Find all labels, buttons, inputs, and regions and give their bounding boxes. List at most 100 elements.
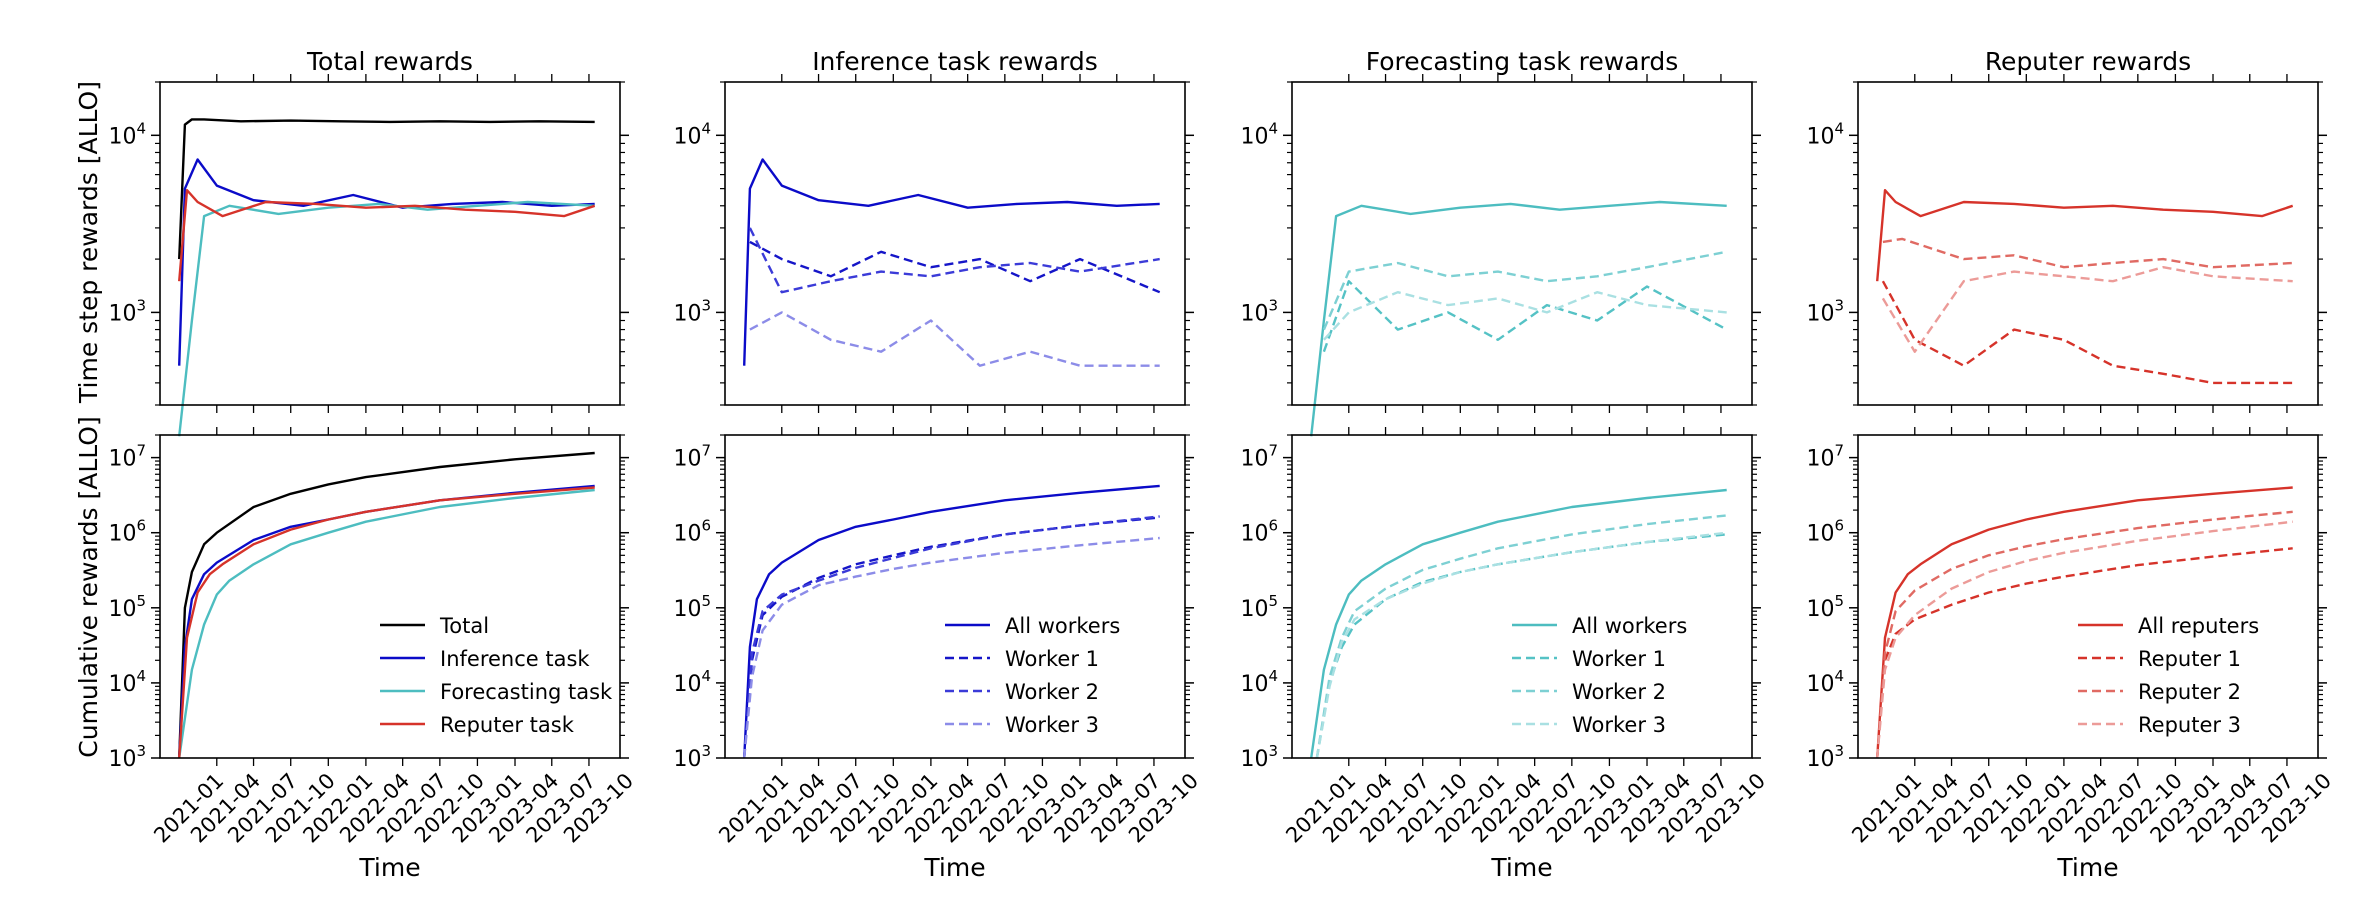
series-line-0 [743,158,1160,366]
series-line-3 [1881,266,2293,353]
panel-title: Inference task rewards [812,47,1098,76]
series-line-3 [743,536,1160,759]
series-line-1 [1876,547,2293,759]
figure-ylabel-bottom: Cumulative rewards [ALLO] [74,416,103,757]
y-tick-label: 105 [1806,592,1844,622]
y-tick-label: 104 [1806,667,1844,697]
legend-label: Worker 2 [1005,680,1099,704]
y-tick-label: 104 [1806,119,1844,149]
legend-label: Forecasting task [440,680,613,704]
y-tick-label: 103 [1240,296,1278,326]
series-line-3 [1323,291,1727,341]
axes-frame [1857,81,2319,406]
series-line-2 [1882,237,2293,269]
series-line-0 [743,484,1160,759]
axes-frame [724,81,1186,406]
series-line-2 [178,200,595,437]
axes-frame [1291,81,1753,406]
y-tick-label: 106 [108,517,146,547]
legend-label: Worker 1 [1572,647,1666,671]
y-tick-label: 104 [673,667,711,697]
series-line-1 [749,240,1161,294]
y-tick-label: 103 [673,296,711,326]
y-tick-label: 105 [108,592,146,622]
legend-label: Worker 1 [1005,647,1099,671]
series-line-2 [743,515,1160,759]
series-line-0 [178,451,595,759]
y-tick-label: 104 [108,119,146,149]
panel-title: Reputer rewards [1985,47,2191,76]
y-tick-label: 103 [1240,742,1278,772]
panel-5: 1031041051061072021-012021-042021-072021… [673,427,1203,882]
series-line-3 [1876,520,2293,759]
y-tick-label: 103 [108,296,146,326]
y-tick-label: 103 [1806,742,1844,772]
panel-3: 103 104 Reputer rewards [1806,47,2327,413]
axes-frame [1857,434,2319,759]
axes-frame [1291,434,1753,759]
series-line-3 [749,311,1160,367]
series-line-1 [1322,280,1728,353]
panel-2: 103 104 Forecasting task rewards [1240,47,1761,437]
legend-label: Worker 3 [1572,713,1666,737]
series-line-3 [178,486,595,759]
series-line-0 [1310,200,1727,437]
legend-label: Reputer 3 [2138,713,2241,737]
panel-4: 1031041051061072021-012021-042021-072021… [108,427,638,882]
panel-7: 1031041051061072021-012021-042021-072021… [1806,427,2336,882]
y-tick-label: 103 [673,742,711,772]
legend-label: Reputer 1 [2138,647,2241,671]
y-tick-label: 103 [108,742,146,772]
x-axis-label: Time [2056,853,2118,882]
y-tick-label: 107 [673,442,711,472]
panel-1: 103 104 Inference task rewards [673,47,1194,413]
y-tick-label: 104 [1240,119,1278,149]
series-line-0 [1876,486,2293,759]
y-tick-label: 103 [1806,296,1844,326]
series-line-2 [1315,514,1727,759]
series-line-2 [1876,510,2293,759]
y-tick-label: 107 [1806,442,1844,472]
y-tick-label: 105 [673,592,711,622]
legend-label: Reputer task [440,713,575,737]
legend-label: Reputer 2 [2138,680,2241,704]
x-axis-label: Time [358,853,420,882]
legend-label: Worker 3 [1005,713,1099,737]
series-line-2 [748,227,1160,294]
y-tick-label: 104 [673,119,711,149]
y-tick-label: 106 [1806,517,1844,547]
series-line-1 [743,516,1160,759]
series-line-1 [1881,280,2293,385]
figure-ylabel-top: Time step rewards [ALLO] [74,81,103,404]
panels-group: 103 104 Total rewards 103 104 Inference task … [108,47,2336,882]
legend-label: Worker 2 [1572,680,1666,704]
y-tick-label: 106 [673,517,711,547]
axes-frame [159,434,621,759]
series-line-2 [1322,250,1727,331]
y-tick-label: 106 [1240,517,1278,547]
legend-label: Total [439,614,489,638]
panel-0: 103 104 Total rewards [108,47,629,437]
y-tick-label: 105 [1240,592,1278,622]
y-tick-label: 107 [108,442,146,472]
legend-label: All reputers [2138,614,2259,638]
series-line-0 [1310,488,1727,759]
y-tick-label: 107 [1240,442,1278,472]
axes-frame [724,434,1186,759]
series-line-0 [1876,188,2294,282]
y-tick-label: 104 [1240,667,1278,697]
y-tick-label: 104 [108,667,146,697]
legend-label: All workers [1572,614,1687,638]
panel-6: 1031041051061072021-012021-042021-072021… [1240,427,1770,882]
panel-title: Total rewards [306,47,473,76]
axes-frame [159,81,621,406]
series-line-0 [178,118,595,260]
x-axis-label: Time [1490,853,1552,882]
legend-label: Inference task [440,647,590,671]
x-axis-label: Time [923,853,985,882]
panel-title: Forecasting task rewards [1366,47,1679,76]
legend-label: All workers [1005,614,1120,638]
series-line-1 [178,158,595,366]
series-line-2 [178,488,595,759]
